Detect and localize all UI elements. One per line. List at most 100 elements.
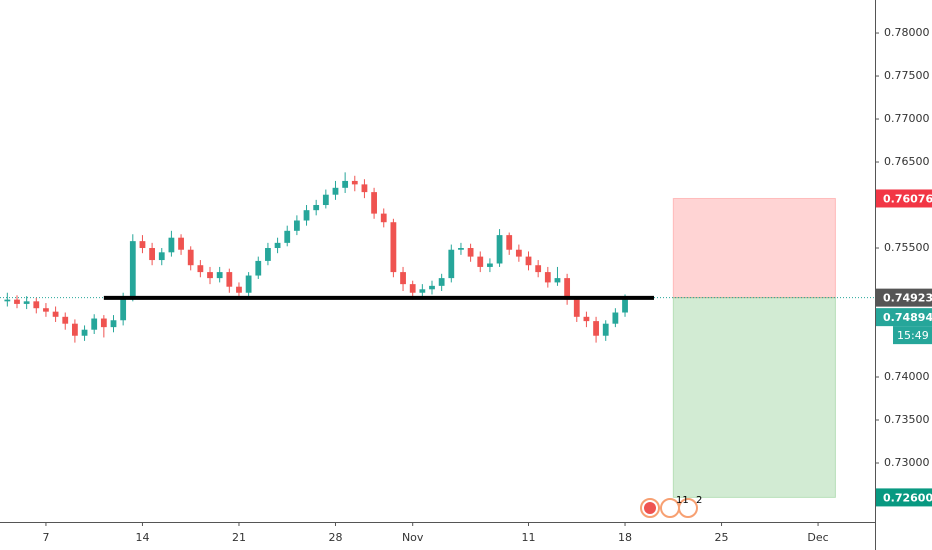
countdown-badge — [893, 326, 932, 345]
target-zone — [672, 297, 836, 498]
event-icon — [678, 498, 698, 518]
stop-zone — [672, 197, 836, 299]
candle-body — [245, 275, 252, 293]
candle-body — [380, 213, 387, 223]
candle-body — [525, 256, 532, 266]
candle-body — [583, 316, 590, 322]
candle-body — [313, 205, 320, 211]
candle-body — [332, 187, 339, 195]
candle-body — [573, 299, 580, 317]
y-tick-label: 0.76500 — [884, 155, 930, 168]
candle-body — [216, 272, 223, 279]
candle-body — [91, 318, 98, 330]
candle-body — [62, 316, 69, 324]
candle-body — [342, 180, 349, 188]
x-tick-label: 21 — [232, 531, 246, 544]
candle-body — [351, 180, 358, 185]
event-count: 11 — [676, 495, 689, 506]
candle-body — [602, 323, 609, 336]
candle-body — [168, 237, 175, 253]
candle-body — [43, 308, 49, 312]
candle-body — [458, 248, 464, 250]
candle-body — [139, 241, 146, 249]
stop-badge — [876, 189, 932, 208]
candle-body — [207, 272, 213, 279]
candle-body — [477, 256, 484, 267]
candle-body — [274, 242, 281, 249]
candle-body — [390, 222, 397, 273]
x-tick-label: 11 — [522, 531, 536, 544]
candle-body — [255, 260, 262, 276]
candle-body — [178, 237, 184, 250]
candle-body — [149, 248, 156, 261]
stop-badge-label: 0.76076 — [883, 192, 932, 205]
candle-body — [14, 299, 20, 304]
candle-body — [593, 321, 599, 336]
candle-body — [544, 272, 551, 283]
candle-body — [400, 272, 406, 285]
candle-body — [438, 278, 445, 286]
candle-body — [429, 285, 435, 290]
candle-body — [467, 248, 474, 257]
y-tick-label: 0.75500 — [884, 241, 930, 254]
candle-body — [120, 297, 127, 321]
candle-body — [612, 312, 619, 324]
y-tick-label: 0.73000 — [884, 456, 930, 469]
candle-body — [515, 249, 522, 257]
candle-body — [81, 329, 88, 336]
candle-body — [564, 278, 571, 300]
candle-body — [110, 320, 117, 328]
candle-body — [371, 192, 377, 214]
candle-body — [226, 272, 233, 287]
y-tick-label: 0.77000 — [884, 112, 930, 125]
candle-body — [52, 311, 59, 317]
x-tick-label: Nov — [402, 531, 424, 544]
x-tick-label: 14 — [135, 531, 149, 544]
candle-body — [496, 235, 503, 264]
candle-body — [535, 265, 542, 273]
event-icon-inner — [644, 502, 656, 514]
candle-body — [409, 284, 416, 293]
candle-body — [622, 299, 628, 313]
y-tick-label: 0.73500 — [884, 413, 930, 426]
candle-body — [187, 249, 194, 266]
candle-body — [197, 265, 204, 273]
candle-body — [487, 263, 493, 267]
candle-body — [71, 323, 78, 336]
candle-body — [419, 289, 426, 293]
candle-body — [265, 248, 271, 261]
x-tick-label: 25 — [715, 531, 729, 544]
candle-body — [361, 184, 368, 193]
x-tick-label: 7 — [42, 531, 49, 544]
target-badge — [876, 488, 932, 507]
candle-body — [554, 278, 561, 283]
candle-body — [293, 220, 300, 231]
y-tick-label: 0.77500 — [884, 69, 930, 82]
entry-badge — [876, 288, 932, 307]
candle-body — [448, 249, 455, 279]
candle-body — [23, 301, 30, 304]
candle-body — [129, 241, 136, 298]
candle-body — [303, 210, 310, 221]
candle-body — [33, 301, 40, 309]
event-count: 2 — [696, 495, 702, 506]
x-tick-label: Dec — [807, 531, 828, 544]
target-badge-label: 0.72600 — [883, 491, 932, 504]
x-tick-label: 18 — [618, 531, 632, 544]
candle-body — [236, 286, 242, 293]
last-price-badge — [876, 308, 932, 327]
y-tick-label: 0.78000 — [884, 26, 930, 39]
candle-body — [506, 235, 513, 250]
candle-body — [284, 230, 291, 243]
y-tick-label: 0.74000 — [884, 370, 930, 383]
candle-body — [158, 252, 165, 261]
candle-body — [100, 318, 107, 328]
last-price-badge-label: 0.74894 — [883, 311, 932, 324]
candle-body — [4, 299, 11, 302]
entry-badge-label: 0.74923 — [883, 292, 932, 305]
x-tick-label: 28 — [328, 531, 342, 544]
countdown: 15:49 — [897, 329, 929, 342]
candle-body — [322, 194, 329, 206]
